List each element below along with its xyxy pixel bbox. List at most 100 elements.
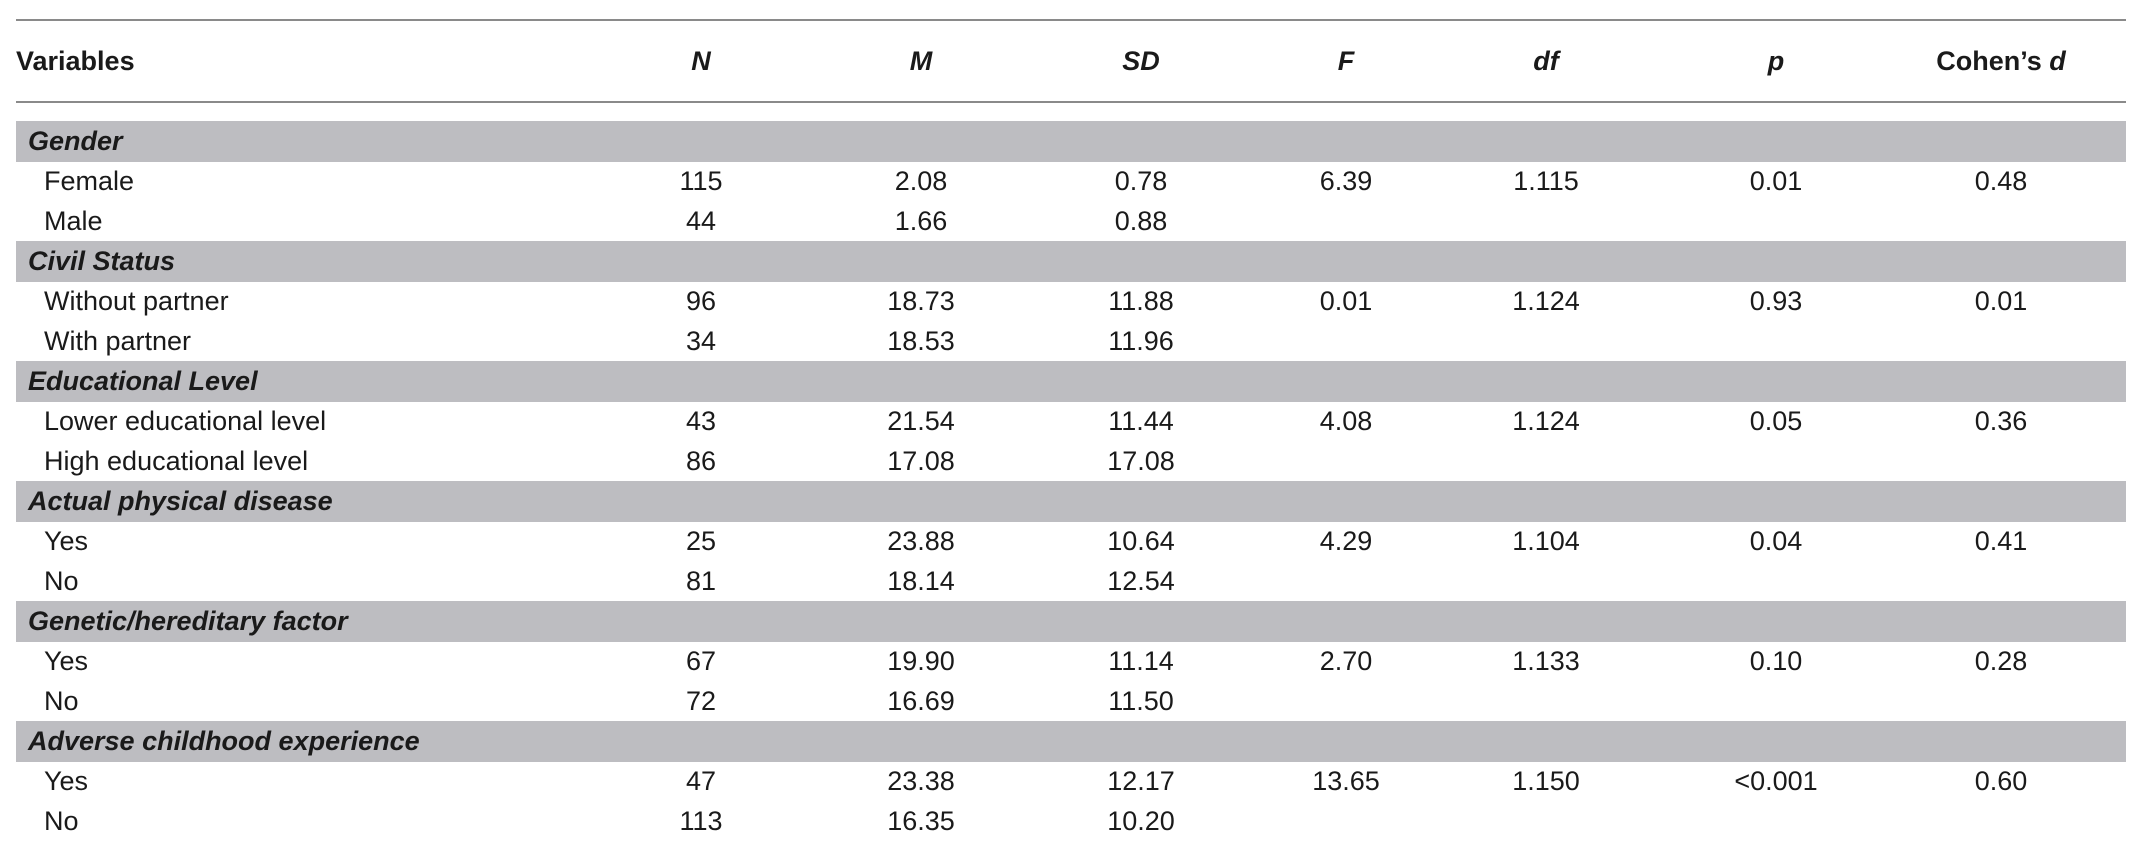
cell-n: 34 xyxy=(685,325,717,356)
table-row: Female 115 2.08 0.78 6.39 1.115 0.01 0.48 xyxy=(16,162,2126,202)
group-label: Civil Status xyxy=(28,246,176,276)
cell-sd: 10.64 xyxy=(1107,526,1175,557)
table-row: Without partner 96 18.73 11.88 0.01 1.124 0.93… xyxy=(16,282,2126,322)
table-row: Yes 25 23.88 10.64 4.29 1.104 0.04 0.41 xyxy=(16,522,2126,562)
row-label: No xyxy=(44,805,79,836)
row-label: No xyxy=(44,685,79,716)
header-m: M xyxy=(909,45,933,76)
cell-d: 0.36 xyxy=(1974,406,2028,437)
row-label: Female xyxy=(44,166,135,197)
group-header-row: Educational Level xyxy=(16,361,2126,402)
cell-df: 1.150 xyxy=(1512,766,1580,797)
table-row: No 113 16.35 10.20 xyxy=(16,802,2126,842)
table-row: With partner 34 18.53 11.96 xyxy=(16,322,2126,362)
cell-n: 25 xyxy=(685,526,717,557)
table-row: Yes 47 23.38 12.17 13.65 1.150 <0.001 0.60 xyxy=(16,762,2126,802)
table-body: Gender Female 115 2.08 0.78 6.39 1.115 0.01 0.48… xyxy=(16,121,2126,841)
table-header-rule xyxy=(16,101,2126,103)
cell-m: 19.90 xyxy=(887,646,955,677)
cell-p: 0.05 xyxy=(1749,406,1803,437)
cell-f: 0.01 xyxy=(1319,286,1373,317)
cell-m: 16.35 xyxy=(887,805,955,836)
header-f: F xyxy=(1337,45,1355,76)
group-label: Actual physical disease xyxy=(28,486,333,516)
cell-n: 113 xyxy=(679,805,723,836)
table-row: Lower educational level 43 21.54 11.44 4.08 1… xyxy=(16,402,2126,442)
cell-n: 47 xyxy=(685,766,717,797)
row-label: With partner xyxy=(44,325,192,356)
header-cohens-d-symbol: d xyxy=(2049,45,2066,76)
cell-n: 81 xyxy=(685,565,717,596)
cell-m: 1.66 xyxy=(894,205,948,236)
row-label: Yes xyxy=(44,646,89,677)
cell-f: 6.39 xyxy=(1319,166,1373,197)
cell-m: 23.88 xyxy=(887,526,955,557)
cell-d: 0.60 xyxy=(1974,766,2028,797)
cell-n: 43 xyxy=(685,406,717,437)
table-row: Yes 67 19.90 11.14 2.70 1.133 0.10 0.28 xyxy=(16,642,2126,682)
cell-sd: 10.20 xyxy=(1107,805,1175,836)
group-header-row: Adverse childhood experience xyxy=(16,721,2126,762)
cell-sd: 17.08 xyxy=(1107,445,1175,476)
cell-m: 18.53 xyxy=(887,325,955,356)
cell-m: 21.54 xyxy=(887,406,955,437)
header-df: df xyxy=(1533,45,1559,76)
cell-df: 1.133 xyxy=(1512,646,1580,677)
cell-p: 0.04 xyxy=(1749,526,1803,557)
cell-n: 72 xyxy=(685,685,717,716)
cell-n: 44 xyxy=(685,205,717,236)
group-header-row: Actual physical disease xyxy=(16,481,2126,522)
cell-f: 2.70 xyxy=(1319,646,1373,677)
table-row: Male 44 1.66 0.88 xyxy=(16,202,2126,242)
cell-d: 0.41 xyxy=(1974,526,2028,557)
row-label: No xyxy=(44,565,79,596)
cell-f: 4.29 xyxy=(1319,526,1373,557)
cell-sd: 12.17 xyxy=(1107,766,1175,797)
header-n: N xyxy=(691,45,711,76)
cell-p: 0.10 xyxy=(1749,646,1803,677)
group-header-row: Civil Status xyxy=(16,241,2126,282)
cell-f: 4.08 xyxy=(1319,406,1373,437)
cell-df: 1.115 xyxy=(1513,166,1579,197)
cell-n: 115 xyxy=(679,166,723,197)
cell-m: 17.08 xyxy=(887,445,955,476)
cell-f: 13.65 xyxy=(1312,766,1380,797)
header-cohens-d: Cohen’s d xyxy=(1876,45,2126,76)
cell-m: 2.08 xyxy=(894,166,948,197)
cell-df: 1.124 xyxy=(1512,406,1580,437)
cell-df: 1.124 xyxy=(1512,286,1580,317)
results-table: Variables N M SD F df p Cohen’s d Gender… xyxy=(16,0,2126,841)
row-label: Yes xyxy=(44,526,89,557)
cell-p: <0.001 xyxy=(1734,766,1818,797)
table-top-rule xyxy=(16,19,2126,21)
group-header-row: Gender xyxy=(16,121,2126,162)
cell-p: 0.01 xyxy=(1749,166,1803,197)
group-header-row: Genetic/hereditary factor xyxy=(16,601,2126,642)
cell-sd: 0.78 xyxy=(1114,166,1168,197)
row-label: High educational level xyxy=(44,445,309,476)
header-sd: SD xyxy=(1122,45,1160,76)
cell-sd: 11.50 xyxy=(1108,685,1174,716)
row-label: Without partner xyxy=(44,286,229,317)
cell-df: 1.104 xyxy=(1512,526,1580,557)
cell-m: 18.14 xyxy=(887,565,955,596)
cell-d: 0.48 xyxy=(1974,166,2028,197)
table-header-row: Variables N M SD F df p Cohen’s d xyxy=(16,21,2126,101)
cell-sd: 11.96 xyxy=(1108,325,1174,356)
header-cohens-prefix: Cohen’s xyxy=(1936,45,2050,76)
cell-n: 67 xyxy=(685,646,717,677)
cell-m: 23.38 xyxy=(887,766,955,797)
cell-n: 86 xyxy=(685,445,717,476)
cell-p: 0.93 xyxy=(1749,286,1803,317)
header-variables: Variables xyxy=(16,45,135,76)
cell-m: 16.69 xyxy=(887,685,955,716)
cell-m: 18.73 xyxy=(887,286,955,317)
group-label: Genetic/hereditary factor xyxy=(28,606,348,636)
row-label: Lower educational level xyxy=(44,406,327,437)
header-p: p xyxy=(1767,45,1785,76)
cell-sd: 11.44 xyxy=(1108,406,1174,437)
cell-sd: 11.88 xyxy=(1108,286,1174,317)
row-label: Male xyxy=(44,205,103,236)
group-label: Adverse childhood experience xyxy=(28,726,420,756)
table-row: No 81 18.14 12.54 xyxy=(16,562,2126,602)
